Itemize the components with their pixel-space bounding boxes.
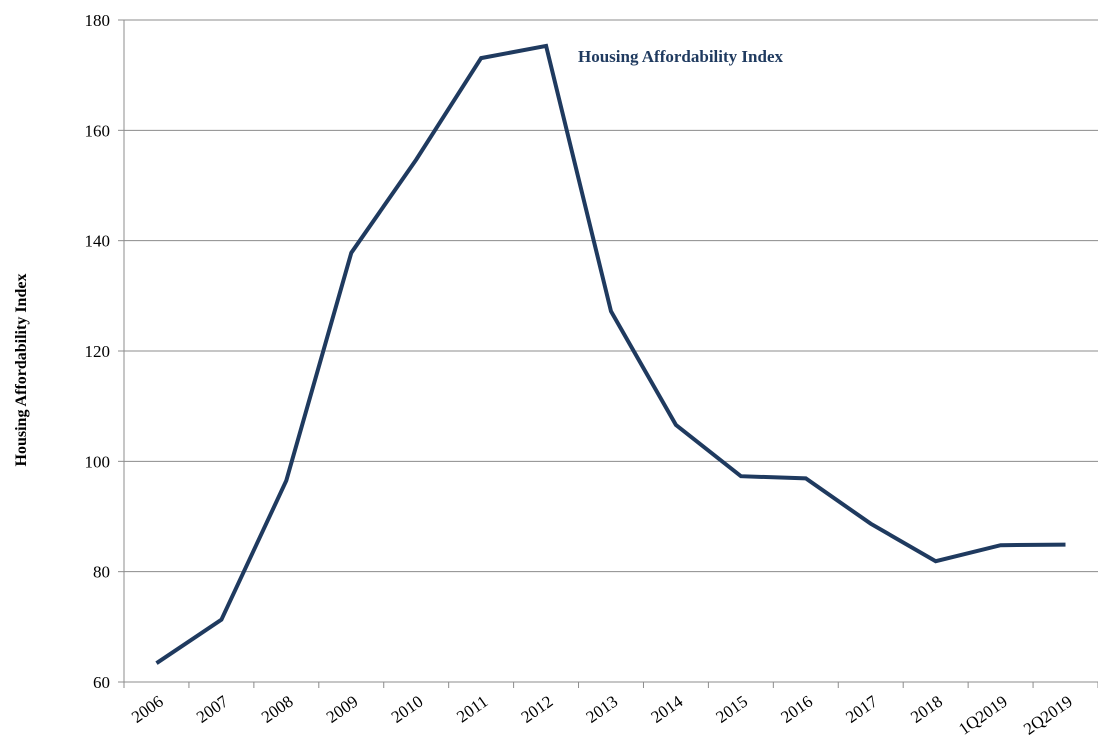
x-tick-label: 2010 xyxy=(388,692,427,727)
y-tick-label: 140 xyxy=(85,232,111,251)
x-tick-label: 2013 xyxy=(583,692,622,727)
series-layer xyxy=(155,43,1066,665)
x-tick-label: 2018 xyxy=(907,692,946,727)
x-tick-label: 1Q2019 xyxy=(955,692,1011,739)
y-tick-label: 160 xyxy=(85,121,111,140)
x-tick-label: 2009 xyxy=(323,692,362,727)
series-line xyxy=(155,43,1066,665)
y-tick-label: 180 xyxy=(85,11,111,30)
x-tick-label: 2008 xyxy=(258,692,297,727)
x-tick-label: 2006 xyxy=(128,692,167,727)
x-tick-label: 2015 xyxy=(712,692,751,727)
series-label: Housing Affordability Index xyxy=(578,47,783,66)
y-axis-title: Housing Affordability Index xyxy=(13,274,30,467)
y-tick-label: 60 xyxy=(93,673,110,692)
y-tick-label: 120 xyxy=(85,342,111,361)
x-tick-label: 2016 xyxy=(777,692,816,727)
gridlines xyxy=(124,19,1098,573)
y-tick-label: 100 xyxy=(85,452,111,471)
axes: 60 80 100 120 140 160 180 2006 2007 2008 2009 2010 2… xyxy=(85,11,1098,739)
x-tick-label: 2Q2019 xyxy=(1020,692,1076,739)
x-tick-label: 2011 xyxy=(453,692,491,727)
x-tick-label: 2007 xyxy=(193,691,232,726)
x-tick-label: 2014 xyxy=(647,691,686,726)
y-tick-label: 80 xyxy=(93,563,110,582)
x-tick-label: 2012 xyxy=(518,692,557,727)
x-tick-label: 2017 xyxy=(842,691,881,726)
